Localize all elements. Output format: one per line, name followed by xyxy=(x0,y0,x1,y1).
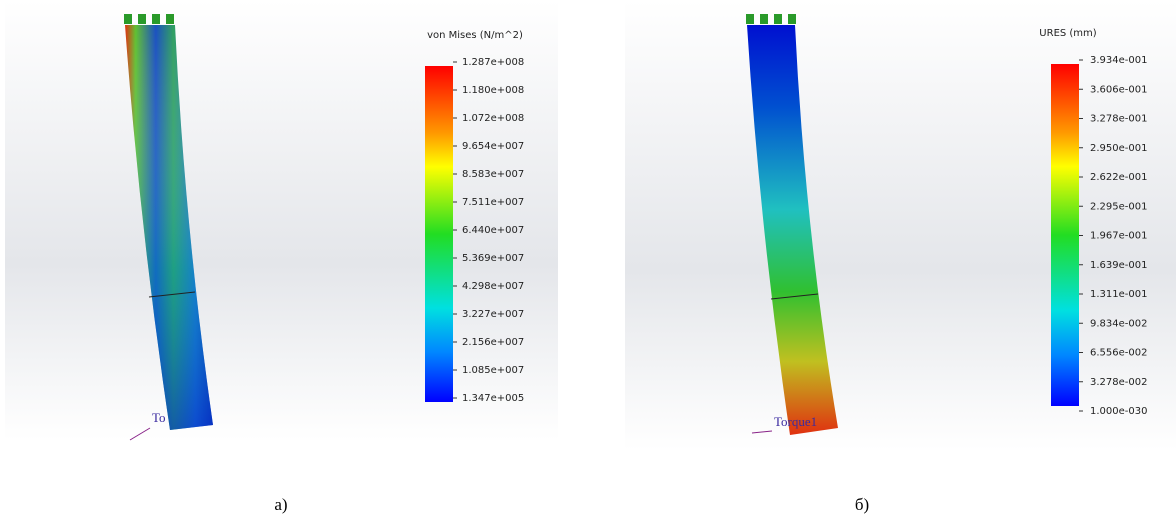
legend-label: 1.000e-030 xyxy=(1090,406,1147,417)
legend-label: 2.295e-001 xyxy=(1090,201,1147,212)
legend-label: 1.639e-001 xyxy=(1090,260,1147,271)
legend-label: 6.556e-002 xyxy=(1090,348,1147,359)
legend-label: 1.287e+008 xyxy=(462,57,524,68)
legend-label: 8.583e+007 xyxy=(462,169,524,180)
legend-label: 5.369e+007 xyxy=(462,253,524,264)
legend-label: 3.934e-001 xyxy=(1090,55,1147,66)
legend-label: 1.072e+008 xyxy=(462,113,524,124)
legend-label: 9.834e-002 xyxy=(1090,318,1147,329)
legend-label: 1.347e+005 xyxy=(462,393,524,404)
legend-title: URES (mm) xyxy=(1039,28,1096,39)
color-bar xyxy=(1051,64,1079,406)
legend-label: 3.278e-001 xyxy=(1090,114,1147,125)
legend-title: von Mises (N/m^2) xyxy=(427,30,523,41)
legend-label: 3.606e-001 xyxy=(1090,84,1147,95)
legend-label: 3.227e+007 xyxy=(462,309,524,320)
legend-label: 4.298e+007 xyxy=(462,281,524,292)
color-bar xyxy=(425,66,453,402)
legend-label: 7.511e+007 xyxy=(462,197,524,208)
legend-label: 6.440e+007 xyxy=(462,225,524,236)
load-label: To xyxy=(152,410,166,425)
legend-label: 2.156e+007 xyxy=(462,337,524,348)
legend-label: 2.622e-001 xyxy=(1090,172,1147,183)
figure: To von Mises (N/m^2) 1.287e+008 1.180e+00… xyxy=(0,0,1176,517)
legend-label: 2.950e-001 xyxy=(1090,143,1147,154)
legend-label: 3.278e-002 xyxy=(1090,377,1147,388)
legend-label: 9.654e+007 xyxy=(462,141,524,152)
legend-label: 1.967e-001 xyxy=(1090,231,1147,242)
legend-label: 1.180e+008 xyxy=(462,85,524,96)
legend-label: 1.311e-001 xyxy=(1090,289,1147,300)
caption: а) xyxy=(274,495,287,514)
legend-label: 1.085e+007 xyxy=(462,365,524,376)
load-label: Torque1 xyxy=(774,414,817,429)
caption: б) xyxy=(855,495,869,514)
